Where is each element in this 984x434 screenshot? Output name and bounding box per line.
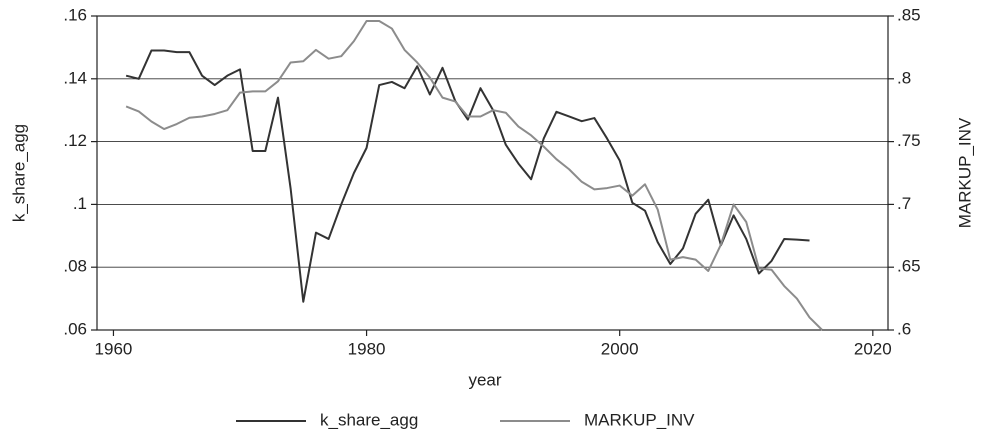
- legend-label: MARKUP_INV: [584, 410, 695, 429]
- y2-tick-label: .65: [897, 257, 921, 276]
- y-tick-label: .08: [63, 257, 87, 276]
- x-tick-label: 2020: [854, 339, 892, 358]
- x-tick-label: 2000: [601, 339, 639, 358]
- y-tick-label: .14: [63, 68, 87, 87]
- y2-tick-label: .6: [897, 319, 911, 338]
- y2-tick-label: .75: [897, 131, 921, 150]
- y2-axis-title: MARKUP_INV: [955, 117, 974, 228]
- x-axis-title: year: [468, 370, 501, 389]
- series-line: [125, 49, 810, 303]
- plot-frame: [96, 15, 889, 331]
- y-tick-label: .1: [73, 194, 87, 213]
- y-tick-label: .16: [63, 5, 87, 24]
- y2-tick-label: .7: [897, 194, 911, 213]
- series-line: [125, 20, 823, 331]
- y2-tick-label: .85: [897, 5, 921, 24]
- x-tick-label: 1960: [95, 339, 133, 358]
- legend-label: k_share_agg: [320, 410, 418, 429]
- y2-tick-label: .8: [897, 68, 911, 87]
- y-tick-label: .06: [63, 319, 87, 338]
- y-axis-title: k_share_agg: [9, 124, 28, 222]
- y-tick-label: .12: [63, 131, 87, 150]
- x-tick-label: 1980: [348, 339, 386, 358]
